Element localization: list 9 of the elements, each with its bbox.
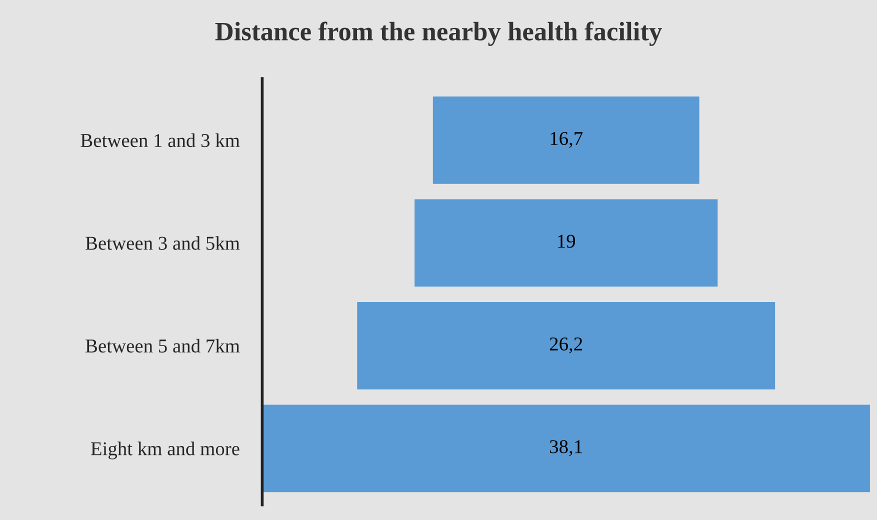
data-label: 19	[558, 234, 576, 248]
category-label: Between 3 and 5km	[86, 236, 240, 250]
category-label: Between 5 and 7km	[86, 338, 240, 353]
text: Distance from the nearby health facility	[215, 22, 662, 46]
data-label: 16,7	[550, 132, 583, 148]
data-label: 26,2	[550, 337, 582, 354]
category-label: Between 1 and 3 km	[80, 133, 240, 148]
data-label: 38,1	[550, 440, 582, 456]
category-label: Eight km and more	[90, 442, 240, 460]
